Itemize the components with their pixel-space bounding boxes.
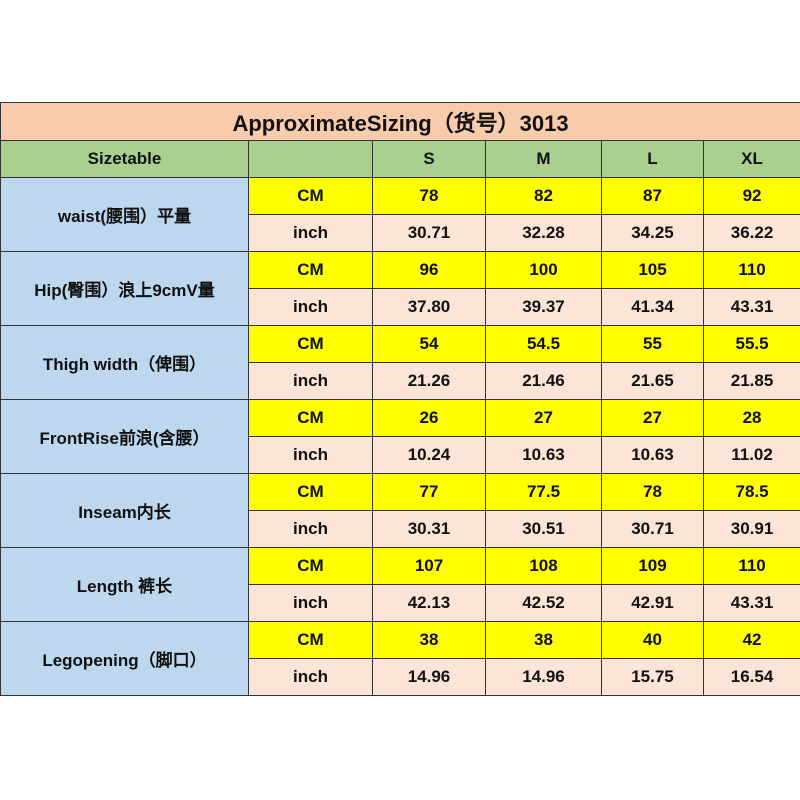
value-cell: 110 bbox=[702, 251, 800, 289]
value-cell: 27 bbox=[601, 399, 704, 437]
value-cell: 30.51 bbox=[485, 510, 602, 548]
measurement-label: Thigh width（俾围） bbox=[0, 325, 249, 400]
unit-cell: CM bbox=[248, 547, 373, 585]
table-row: Thigh width（俾围） CM 54 54.5 55 55.5 bbox=[0, 325, 800, 400]
table-row: inch 30.31 30.51 30.71 30.91 bbox=[1, 510, 800, 548]
value-cell: 77.5 bbox=[485, 473, 602, 511]
unit-cell: inch bbox=[248, 436, 373, 474]
header-size-xl: XL bbox=[702, 140, 800, 178]
unit-cell: CM bbox=[248, 177, 373, 215]
value-cell: 37.80 bbox=[372, 288, 486, 326]
measurement-label: Inseam内长 bbox=[0, 473, 249, 548]
value-cell: 30.91 bbox=[702, 510, 800, 548]
unit-cell: CM bbox=[248, 399, 373, 437]
measurement-label: Legopening（脚口） bbox=[0, 621, 249, 696]
table-row: inch 30.71 32.28 34.25 36.22 bbox=[1, 214, 800, 252]
value-cell: 109 bbox=[601, 547, 704, 585]
value-cell: 77 bbox=[372, 473, 486, 511]
value-cell: 32.28 bbox=[485, 214, 602, 252]
table-row: Inseam内长 CM 77 77.5 78 78.5 bbox=[0, 473, 800, 548]
value-cell: 54.5 bbox=[485, 325, 602, 363]
value-cell: 36.22 bbox=[702, 214, 800, 252]
value-cell: 41.34 bbox=[601, 288, 704, 326]
value-cell: 34.25 bbox=[601, 214, 704, 252]
value-cell: 10.24 bbox=[372, 436, 486, 474]
measurement-label: Length 裤长 bbox=[0, 547, 249, 622]
value-cell: 55 bbox=[601, 325, 704, 363]
value-cell: 82 bbox=[485, 177, 602, 215]
header-unit bbox=[248, 140, 373, 178]
value-cell: 43.31 bbox=[702, 584, 800, 622]
header-size-s: S bbox=[372, 140, 486, 178]
value-cell: 42.13 bbox=[372, 584, 486, 622]
value-cell: 30.71 bbox=[372, 214, 486, 252]
header-sizetable: Sizetable bbox=[0, 140, 249, 178]
value-cell: 87 bbox=[601, 177, 704, 215]
header-size-l: L bbox=[601, 140, 704, 178]
unit-cell: CM bbox=[248, 621, 373, 659]
value-cell: 78 bbox=[372, 177, 486, 215]
unit-cell: CM bbox=[248, 325, 373, 363]
value-cell: 55.5 bbox=[702, 325, 800, 363]
value-cell: 26 bbox=[372, 399, 486, 437]
measurement-label: Hip(臀围）浪上9cmV量 bbox=[0, 251, 249, 326]
value-cell: 21.46 bbox=[485, 362, 602, 400]
value-cell: 110 bbox=[702, 547, 800, 585]
table-row: inch 10.24 10.63 10.63 11.02 bbox=[1, 436, 800, 474]
measurement-label: FrontRise前浪(含腰） bbox=[0, 399, 249, 474]
header-size-m: M bbox=[485, 140, 602, 178]
value-cell: 100 bbox=[485, 251, 602, 289]
value-cell: 10.63 bbox=[485, 436, 602, 474]
value-cell: 30.31 bbox=[372, 510, 486, 548]
value-cell: 30.71 bbox=[601, 510, 704, 548]
value-cell: 21.26 bbox=[372, 362, 486, 400]
unit-cell: inch bbox=[248, 214, 373, 252]
value-cell: 38 bbox=[372, 621, 486, 659]
value-cell: 15.75 bbox=[601, 658, 704, 696]
value-cell: 107 bbox=[372, 547, 486, 585]
table-row: waist(腰围）平量 CM 78 82 87 92 bbox=[0, 177, 800, 252]
unit-cell: CM bbox=[248, 251, 373, 289]
value-cell: 78.5 bbox=[702, 473, 800, 511]
value-cell: 14.96 bbox=[485, 658, 602, 696]
unit-cell: inch bbox=[248, 288, 373, 326]
value-cell: 38 bbox=[485, 621, 602, 659]
table-row: inch 42.13 42.52 42.91 43.31 bbox=[1, 584, 800, 622]
value-cell: 27 bbox=[485, 399, 602, 437]
table-row: inch 37.80 39.37 41.34 43.31 bbox=[1, 288, 800, 326]
value-cell: 21.65 bbox=[601, 362, 704, 400]
value-cell: 42.91 bbox=[601, 584, 704, 622]
value-cell: 16.54 bbox=[702, 658, 800, 696]
table-row: FrontRise前浪(含腰） CM 26 27 27 28 bbox=[0, 399, 800, 474]
table-row: inch 14.96 14.96 15.75 16.54 bbox=[1, 658, 800, 696]
value-cell: 96 bbox=[372, 251, 486, 289]
unit-cell: CM bbox=[248, 473, 373, 511]
value-cell: 105 bbox=[601, 251, 704, 289]
value-cell: 11.02 bbox=[702, 436, 800, 474]
unit-cell: inch bbox=[248, 510, 373, 548]
value-cell: 42 bbox=[702, 621, 800, 659]
value-cell: 21.85 bbox=[702, 362, 800, 400]
table-row: Length 裤长 CM 107 108 109 110 bbox=[0, 547, 800, 622]
value-cell: 42.52 bbox=[485, 584, 602, 622]
table-row: Hip(臀围）浪上9cmV量 CM 96 100 105 110 bbox=[0, 251, 800, 326]
measurement-label: waist(腰围）平量 bbox=[0, 177, 249, 252]
value-cell: 28 bbox=[702, 399, 800, 437]
unit-cell: inch bbox=[248, 584, 373, 622]
value-cell: 78 bbox=[601, 473, 704, 511]
table-title: ApproximateSizing（货号）3013 bbox=[0, 102, 800, 141]
unit-cell: inch bbox=[248, 362, 373, 400]
value-cell: 108 bbox=[485, 547, 602, 585]
value-cell: 10.63 bbox=[601, 436, 704, 474]
value-cell: 40 bbox=[601, 621, 704, 659]
value-cell: 43.31 bbox=[702, 288, 800, 326]
value-cell: 39.37 bbox=[485, 288, 602, 326]
table-row: inch 21.26 21.46 21.65 21.85 bbox=[1, 362, 800, 400]
size-table: ApproximateSizing（货号）3013 Sizetable S M … bbox=[0, 102, 800, 696]
value-cell: 92 bbox=[702, 177, 800, 215]
value-cell: 54 bbox=[372, 325, 486, 363]
table-row: Legopening（脚口） CM 38 38 40 42 bbox=[0, 621, 800, 696]
unit-cell: inch bbox=[248, 658, 373, 696]
value-cell: 14.96 bbox=[372, 658, 486, 696]
